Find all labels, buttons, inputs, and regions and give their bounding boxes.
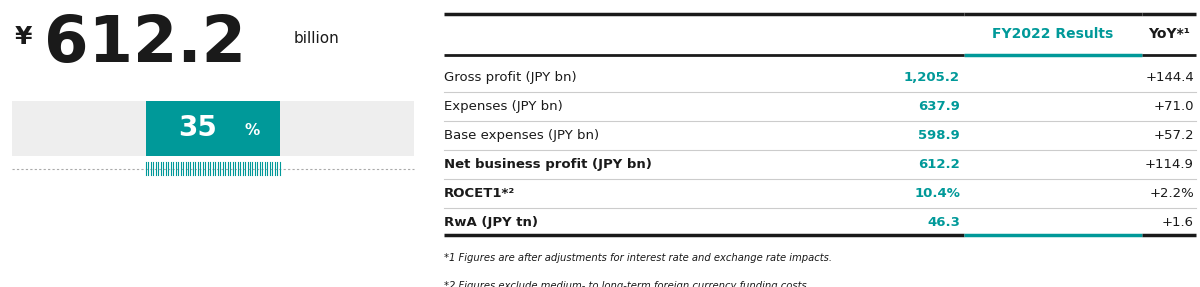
Text: RwA (JPY tn): RwA (JPY tn) — [444, 216, 538, 228]
Text: %: % — [245, 123, 260, 138]
Text: +144.4: +144.4 — [1145, 71, 1194, 84]
Text: FY2022 Results: FY2022 Results — [992, 27, 1114, 41]
Text: *2 Figures exclude medium- to long-term foreign currency funding costs.: *2 Figures exclude medium- to long-term … — [444, 280, 810, 287]
Text: Gross profit (JPY bn): Gross profit (JPY bn) — [444, 71, 577, 84]
Text: +57.2: +57.2 — [1153, 129, 1194, 142]
Text: Base expenses (JPY bn): Base expenses (JPY bn) — [444, 129, 599, 142]
Text: 1,205.2: 1,205.2 — [904, 71, 960, 84]
Text: ¥: ¥ — [14, 25, 32, 49]
Text: *1 Figures are after adjustments for interest rate and exchange rate impacts.: *1 Figures are after adjustments for int… — [444, 253, 832, 263]
Text: billion: billion — [294, 32, 340, 46]
FancyBboxPatch shape — [12, 101, 414, 156]
Text: +1.6: +1.6 — [1162, 216, 1194, 228]
Text: Expenses (JPY bn): Expenses (JPY bn) — [444, 100, 563, 113]
Text: 46.3: 46.3 — [928, 216, 960, 228]
Text: 612.2: 612.2 — [918, 158, 960, 171]
Text: 35: 35 — [178, 114, 217, 142]
Text: +71.0: +71.0 — [1153, 100, 1194, 113]
Text: 637.9: 637.9 — [918, 100, 960, 113]
FancyBboxPatch shape — [146, 101, 280, 156]
Text: 612.2: 612.2 — [44, 13, 246, 75]
Text: +2.2%: +2.2% — [1150, 187, 1194, 199]
Text: ROCET1*²: ROCET1*² — [444, 187, 515, 199]
Text: Net business profit (JPY bn): Net business profit (JPY bn) — [444, 158, 652, 171]
Text: 10.4%: 10.4% — [914, 187, 960, 199]
Text: YoY*¹: YoY*¹ — [1148, 27, 1190, 41]
Text: +114.9: +114.9 — [1145, 158, 1194, 171]
Text: 598.9: 598.9 — [918, 129, 960, 142]
